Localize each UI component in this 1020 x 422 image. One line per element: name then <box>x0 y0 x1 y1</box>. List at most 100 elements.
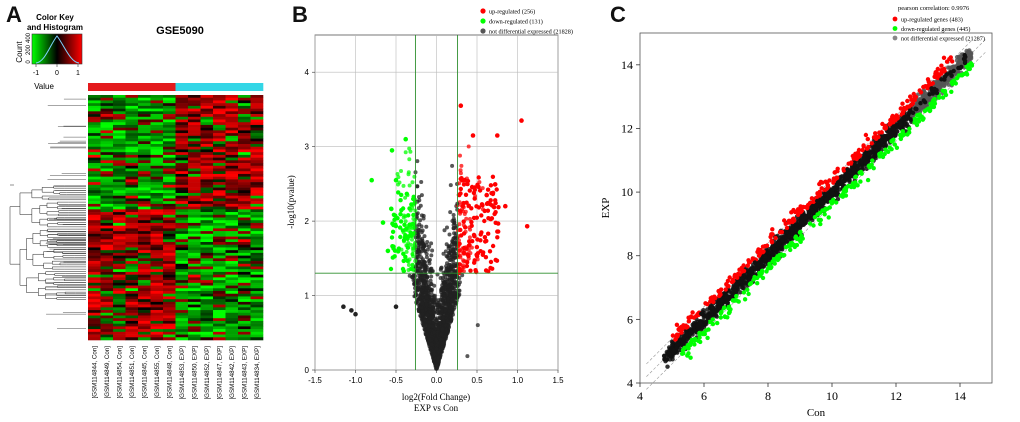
heatmap-cell <box>150 100 164 104</box>
volcano-point <box>407 183 412 188</box>
heatmap-cell <box>213 124 226 128</box>
heatmap-cell <box>225 247 239 251</box>
heatmap-cell <box>125 247 139 251</box>
heatmap-cell <box>225 242 239 246</box>
heatmap-cell <box>125 277 139 281</box>
heatmap-cell <box>125 228 139 232</box>
heatmap-cell <box>213 201 226 205</box>
heatmap-cell <box>163 258 176 262</box>
heatmap-cell <box>213 291 226 295</box>
heatmap-cell <box>100 195 114 199</box>
volcano-point-down <box>398 212 403 217</box>
heatmap-cell <box>150 95 164 99</box>
sample-label: [GSM114844, Con] <box>91 346 98 399</box>
heatmap-cell <box>100 266 114 270</box>
heatmap-cell <box>213 184 226 188</box>
volcano-point <box>438 276 443 280</box>
volcano-point <box>436 355 441 359</box>
heatmap-cell <box>200 231 214 235</box>
heatmap-cell <box>125 258 139 262</box>
heatmap-cell <box>175 119 189 123</box>
heatmap-cell <box>250 304 264 308</box>
heatmap-cell <box>138 149 151 153</box>
heatmap-cell <box>88 116 101 120</box>
volcano-legend-label: down-regulated (131) <box>489 19 543 26</box>
volcano-point <box>451 257 456 262</box>
heatmap-cell <box>238 334 251 338</box>
heatmap-cell <box>250 154 264 158</box>
heatmap-cell <box>225 133 239 137</box>
heatmap-cell <box>113 220 126 224</box>
heatmap-cell <box>125 222 139 226</box>
heatmap-cell <box>238 261 251 265</box>
heatmap-cell <box>250 149 264 153</box>
heatmap-cell <box>200 209 214 213</box>
heatmap-cell <box>138 315 151 319</box>
heatmap-cell <box>225 97 239 101</box>
heatmap-cell <box>163 184 176 188</box>
heatmap-cell <box>213 176 226 180</box>
volcano-point-highlight <box>389 148 395 153</box>
heatmap-cell <box>138 266 151 270</box>
heatmap-cell <box>163 263 176 267</box>
heatmap-cell <box>225 146 239 150</box>
heatmap-cell <box>200 255 214 259</box>
heatmap-cell <box>250 293 264 297</box>
heatmap-cell <box>88 201 101 205</box>
heatmap-cell <box>250 271 264 275</box>
heatmap-cell <box>163 228 176 232</box>
heatmap-cell <box>150 105 164 109</box>
heatmap-title: GSE5090 <box>156 25 204 37</box>
volcano-point <box>443 308 448 313</box>
heatmap-cell <box>188 307 201 311</box>
heatmap-cell <box>100 320 114 324</box>
volcano-point <box>418 218 423 223</box>
sample-label: [GSM114834, EXP] <box>254 346 261 400</box>
heatmap-cell <box>213 331 226 335</box>
heatmap-cell <box>113 184 126 188</box>
heatmap-cell <box>213 282 226 286</box>
heatmap-cell <box>175 263 189 267</box>
heatmap-cell <box>138 176 151 180</box>
heatmap-cell <box>250 206 264 210</box>
heatmap-cell <box>250 165 264 169</box>
volcano-point-highlight <box>349 308 354 313</box>
heatmap-cell <box>88 168 101 172</box>
heatmap-cell <box>188 127 201 131</box>
heatmap-cell <box>175 184 189 188</box>
heatmap-cell <box>163 288 176 292</box>
heatmap-cell <box>175 285 189 289</box>
heatmap-cell <box>250 190 264 194</box>
heatmap-cell <box>175 182 189 186</box>
volcano-point-up <box>493 198 498 203</box>
volcano-point <box>448 287 453 292</box>
heatmap-cell <box>238 130 251 134</box>
heatmap-cell <box>113 277 126 281</box>
heatmap-cell <box>200 323 214 327</box>
heatmap-cell <box>200 334 214 338</box>
heatmap-cell <box>125 320 139 324</box>
heatmap-cell <box>250 114 264 118</box>
heatmap-cell <box>188 282 201 286</box>
heatmap-cell <box>250 263 264 267</box>
volcano-point <box>418 270 423 275</box>
heatmap-cell <box>163 201 176 205</box>
heatmap-cell <box>188 233 201 237</box>
heatmap-cell <box>250 331 264 335</box>
heatmap-cell <box>250 225 264 229</box>
heatmap-cell <box>100 114 114 118</box>
heatmap-cell <box>188 105 201 109</box>
heatmap-cell <box>113 312 126 316</box>
heatmap-cell <box>225 239 239 243</box>
heatmap-cell <box>225 114 239 118</box>
heatmap-cell <box>200 184 214 188</box>
heatmap-cell <box>225 285 239 289</box>
volcano-point <box>440 345 445 350</box>
heatmap-cell <box>125 263 139 267</box>
volcano-point <box>451 216 456 221</box>
heatmap-cell <box>175 288 189 292</box>
volcano-point-up <box>472 260 477 265</box>
heatmap-cell <box>238 323 251 327</box>
heatmap-cell <box>113 247 126 251</box>
volcano-point <box>439 332 444 337</box>
